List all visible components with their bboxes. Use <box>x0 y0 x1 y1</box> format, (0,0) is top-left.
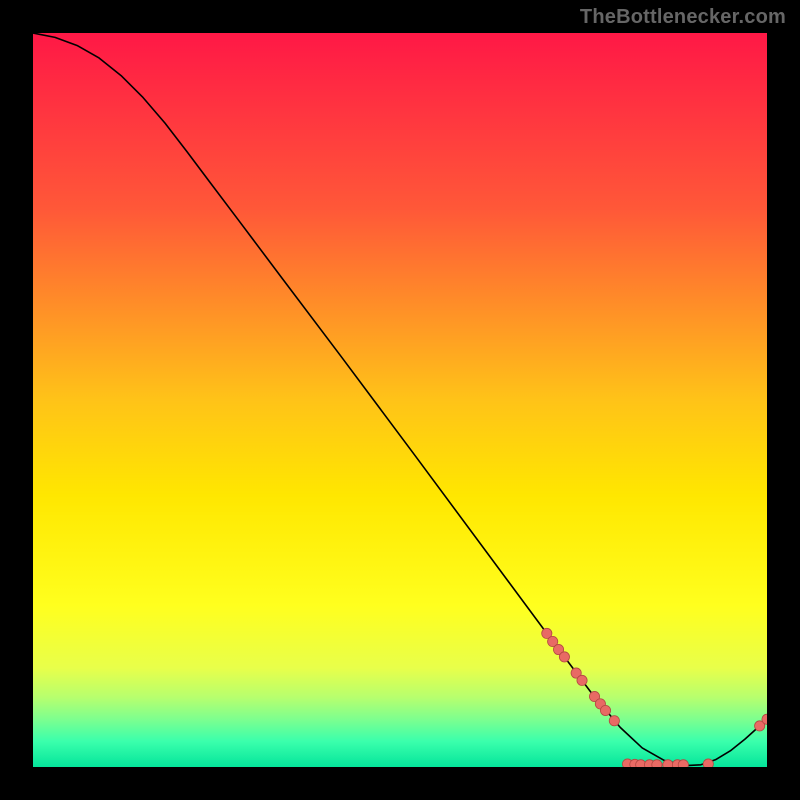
marker-point <box>559 652 569 662</box>
plot-svg <box>33 33 767 767</box>
marker-point <box>663 760 673 767</box>
marker-point <box>678 760 688 767</box>
marker-point <box>652 760 662 767</box>
marker-point <box>577 675 587 685</box>
watermark-text: TheBottlenecker.com <box>580 6 786 29</box>
plot-area <box>33 33 767 767</box>
gradient-background <box>33 33 767 767</box>
chart-container: TheBottlenecker.com <box>0 0 800 800</box>
marker-point <box>703 759 713 767</box>
marker-point <box>600 705 610 715</box>
marker-point <box>609 716 619 726</box>
